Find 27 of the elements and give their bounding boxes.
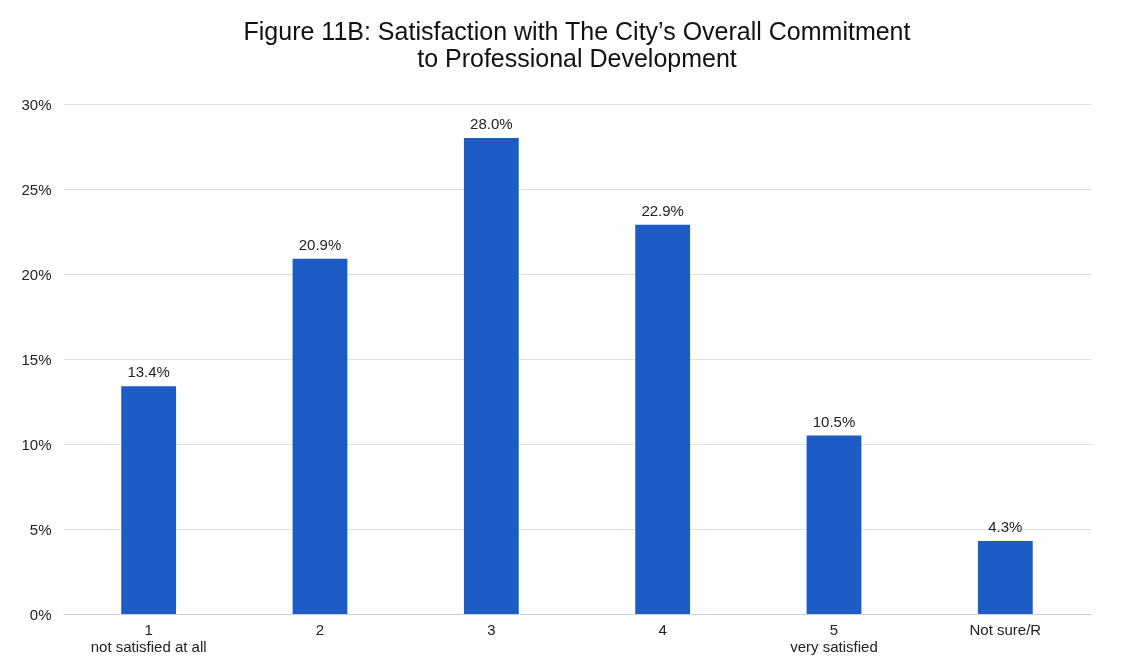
y-tick-label: 0% — [29, 605, 52, 623]
x-tick-label: 4 — [658, 620, 667, 638]
bar — [463, 138, 519, 614]
data-label: 4.3% — [988, 517, 1023, 535]
bar — [806, 435, 862, 614]
y-tick-label: 5% — [29, 520, 52, 538]
y-tick-label: 30% — [21, 95, 52, 113]
x-tick-label: 5 very satisfied — [790, 620, 878, 655]
bar — [977, 540, 1033, 614]
x-tick-label: 2 — [315, 620, 325, 638]
text: to Professional Development — [417, 44, 737, 72]
data-label: 28.0% — [470, 115, 513, 132]
x-tick-label: 3 — [487, 620, 496, 638]
bar — [292, 258, 348, 614]
y-tick-label: 25% — [21, 180, 52, 198]
data-label: 22.9% — [641, 201, 684, 219]
data-label: 20.9% — [298, 235, 342, 253]
x-tick-label: Not sure/R — [969, 620, 1042, 638]
y-tick-label: 15% — [21, 350, 52, 368]
bar — [635, 224, 691, 614]
x-tick-label: 1 not satisfied at all — [90, 620, 207, 655]
data-label: 10.5% — [812, 412, 856, 430]
data-label: 13.4% — [127, 363, 170, 381]
bar — [121, 386, 177, 614]
text: Figure 11B: Satisfaction with The City’s Overall Commitment — [243, 17, 911, 45]
y-tick-label: 20% — [21, 265, 52, 283]
y-tick-label: 10% — [21, 435, 52, 453]
